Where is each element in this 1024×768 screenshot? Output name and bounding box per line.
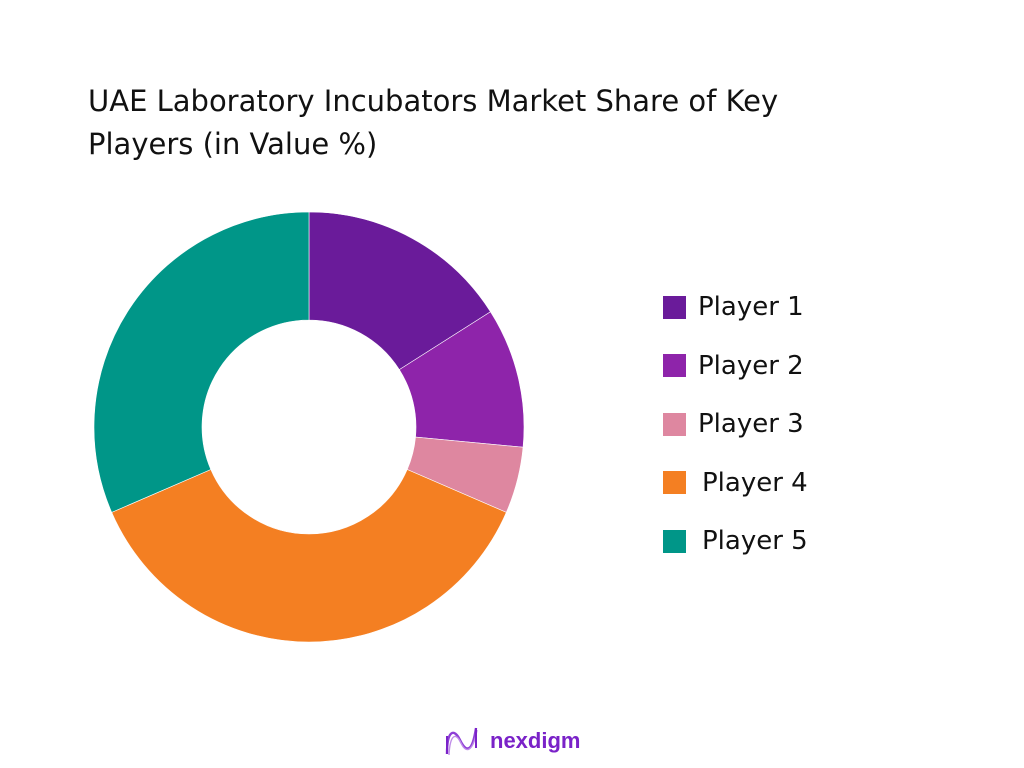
legend-item-player-5: Player 5 [663, 526, 808, 556]
donut-slice-player-4 [111, 469, 507, 643]
legend-item-player-2: Player 2 [663, 351, 804, 381]
legend-label: Player 1 [698, 292, 804, 322]
legend-swatch [663, 529, 686, 553]
legend-label: Player 5 [702, 526, 808, 556]
brand-logo: nexdigm [444, 724, 580, 758]
legend-label: Player 3 [698, 409, 804, 439]
nexdigm-wave-icon [445, 727, 478, 756]
legend-item-player-1: Player 1 [663, 292, 804, 322]
legend-swatch [663, 471, 686, 494]
legend-label: Player 2 [698, 350, 804, 381]
donut-slice-player-1 [308, 211, 491, 371]
legend-label: Player 4 [702, 467, 808, 498]
legend-item-player-3: Player 3 [663, 409, 804, 439]
legend-swatch [663, 412, 686, 436]
legend-item-player-4: Player 4 [663, 468, 808, 498]
legend-swatch [663, 295, 686, 319]
donut-slice-player-5 [93, 211, 310, 513]
chart-title-line-2: Players (in Value %) [88, 127, 378, 161]
chart-title: UAE Laboratory Incubators Market Share o… [88, 80, 908, 166]
legend-swatch [663, 354, 686, 377]
brand-logo-text: nexdigm [490, 728, 581, 753]
chart-title-line-1: UAE Laboratory Incubators Market Share o… [88, 84, 779, 118]
